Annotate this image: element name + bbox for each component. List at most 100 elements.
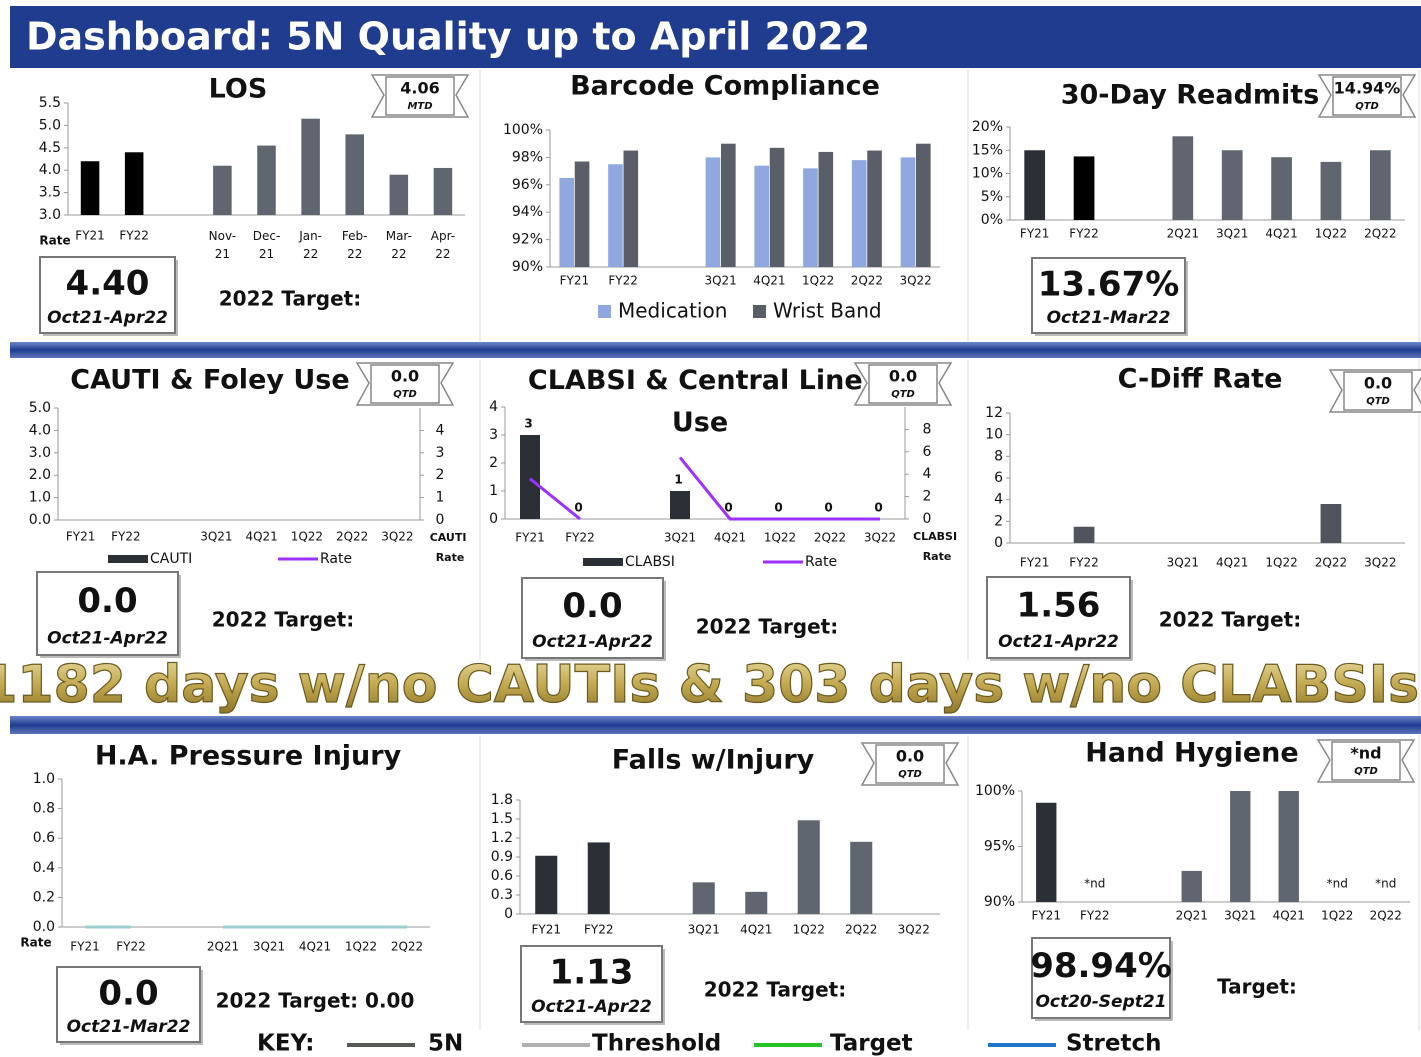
y2-tick-label: 3 [436, 445, 445, 461]
y-tick-label: 94% [512, 204, 543, 220]
bar [1320, 161, 1342, 220]
bar [1181, 870, 1202, 902]
chart-title: CLABSI & Central Line Use [528, 365, 872, 438]
badge [1332, 76, 1402, 116]
x-tick-label: Nov-21 [209, 229, 236, 261]
y-tick-label: 3.5 [39, 185, 61, 201]
target-label: 2022 Target: [212, 608, 355, 632]
chart-title: LOS [209, 74, 268, 105]
y-tick-label: 0 [489, 511, 498, 527]
bar [867, 150, 882, 267]
summary-box [521, 577, 664, 659]
y-tick-label: 4.0 [29, 422, 51, 438]
summary-value: 13.67% [1038, 264, 1180, 304]
bar [1320, 504, 1342, 543]
bar [705, 157, 721, 267]
x-tick-label: 3Q21 [1224, 909, 1256, 923]
x-tick-label: FY21 [66, 530, 96, 544]
x-tick-label: FY22 [584, 923, 614, 937]
target-label: 2022 Target: [1159, 608, 1302, 632]
bar [559, 177, 575, 267]
chart-panel: Hand Hygiene 90% 95% 100% FY21 FY22 2Q21 3Q21 4Q… [975, 738, 1416, 1021]
bar [1221, 150, 1243, 220]
y2-tick-label: 0 [923, 511, 932, 527]
data-label: *nd [1084, 877, 1105, 891]
chart-panel: C-Diff Rate 0 2 4 6 8 10 12 FY21 FY22 3Q21 4Q21 1Q22… [985, 364, 1421, 661]
bar [1073, 526, 1095, 543]
x-tick-label: 2Q22 [391, 940, 423, 954]
bar [769, 147, 785, 267]
chart-title: CAUTI & Foley Use [70, 365, 349, 396]
y-tick-label: 1 [489, 483, 498, 499]
x-tick-label: 2Q22 [1315, 556, 1347, 570]
y-tick-label: 0.2 [33, 889, 55, 905]
x-tick-label: 2Q21 [1176, 909, 1208, 923]
y-tick-label: 92% [512, 232, 543, 248]
x-tick-label: 1Q22 [291, 530, 323, 544]
badge-period: QTD [1355, 101, 1379, 112]
y-tick-label: 2.0 [29, 467, 51, 483]
x-tick-label: FY21 [75, 229, 105, 243]
summary-value: 98.94% [1030, 946, 1172, 986]
y2-tick-label: 2 [923, 489, 932, 505]
x-tick-label: 1Q22 [1321, 909, 1353, 923]
y-tick-label: 4 [994, 492, 1003, 508]
y-tick-label: 100% [503, 122, 543, 138]
x-tick-label: Mar-22 [386, 229, 412, 261]
x-tick-label: FY21 [515, 531, 545, 545]
x-tick-label: 3Q21 [200, 530, 232, 544]
summary-box [39, 256, 176, 334]
y-tick-label: 1.8 [491, 792, 513, 808]
bar [574, 161, 590, 267]
x-tick-label: FY22 [111, 530, 141, 544]
x-tick-label: 1Q22 [802, 274, 834, 288]
x-tick-label: 2Q21 [207, 940, 239, 954]
x-tick-label: FY21 [560, 274, 590, 288]
bar [850, 841, 873, 914]
bar [851, 160, 867, 267]
y-tick-label: 8 [994, 448, 1003, 464]
summary-period: Oct21-Apr22 [47, 628, 168, 648]
badge-period: MTD [407, 101, 432, 112]
y2-tick-label: 0 [436, 512, 445, 528]
badge-value: *nd [1350, 744, 1381, 763]
chart-panel: CAUTI & Foley Use 0.0 1.0 2.0 3.0 4.0 5.0 0 1 2 3 4… [29, 362, 471, 658]
bar [124, 152, 144, 215]
x-tick-label: 3Q21 [253, 940, 285, 954]
x-tick-label: FY22 [1080, 909, 1110, 923]
summary-value: 4.40 [66, 264, 150, 304]
y-tick-label: 0.0 [29, 512, 51, 528]
target-label: Target: [1217, 975, 1297, 999]
key-item: 5N [428, 1031, 463, 1057]
bar [80, 161, 100, 215]
summary-box [1031, 257, 1186, 334]
y-tick-label: 90% [512, 259, 543, 275]
header-title: Dashboard: 5N Quality up to April 2022 [26, 15, 870, 59]
bar [803, 168, 818, 267]
bar [720, 143, 736, 267]
bar [900, 157, 916, 267]
x-tick-label: Feb-22 [342, 229, 368, 261]
bar [670, 491, 690, 519]
bar [1369, 150, 1391, 220]
x-tick-label: 1Q22 [345, 940, 377, 954]
y2-tick-label: 8 [923, 421, 932, 437]
x-tick-label: FY21 [1020, 227, 1050, 241]
y2-axis-label: CAUTI Rate [430, 531, 471, 564]
y-axis-label: Rate [20, 936, 51, 950]
badge-period: QTD [891, 389, 915, 400]
y-tick-label: 12 [985, 405, 1003, 421]
y-tick-label: 3 [489, 427, 498, 443]
summary-period: Oct21-Apr22 [531, 997, 652, 1017]
bar [754, 165, 770, 267]
chart-panel: 30-Day Readmits 0% 5% 10% 15% 20% FY21 FY22 2Q21… [972, 74, 1417, 336]
x-tick-label: FY22 [119, 229, 149, 243]
x-tick-label: 3Q21 [1167, 556, 1199, 570]
y-tick-label: 95% [984, 839, 1015, 855]
x-tick-label: 1Q22 [793, 923, 825, 937]
y-tick-label: 15% [972, 142, 1003, 158]
badge-value: 0.0 [896, 747, 924, 766]
summary-box [56, 966, 201, 1043]
bar [433, 167, 453, 215]
x-tick-label: 2Q22 [336, 530, 368, 544]
